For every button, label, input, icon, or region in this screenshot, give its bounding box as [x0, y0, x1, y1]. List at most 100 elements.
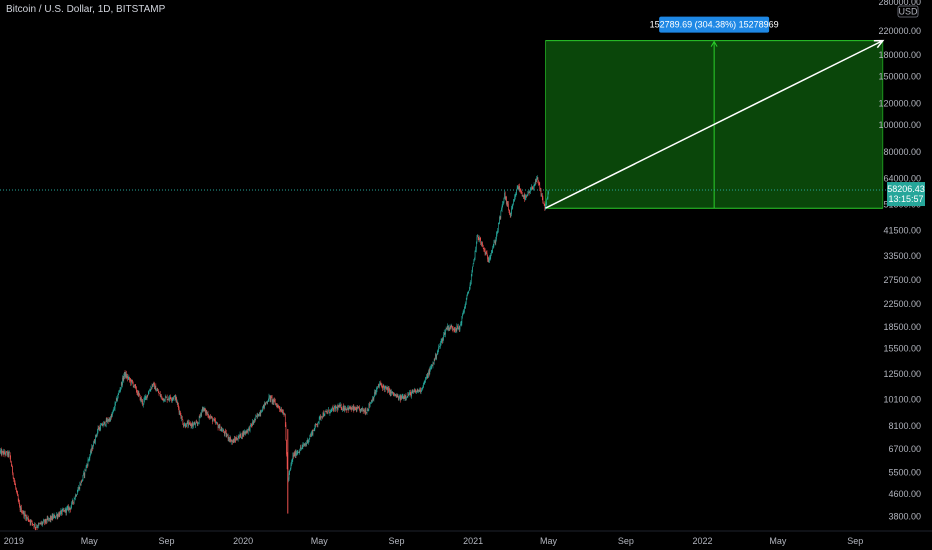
candle: [486, 252, 487, 254]
candle: [224, 431, 226, 435]
candle: [146, 396, 147, 399]
candle: [100, 425, 102, 426]
candle: [497, 230, 498, 233]
candle: [531, 186, 533, 189]
candle: [6, 452, 8, 455]
candle: [491, 250, 493, 253]
candle: [105, 424, 106, 426]
candle: [355, 409, 357, 412]
candle: [303, 444, 305, 446]
candle: [318, 421, 319, 424]
candle: [460, 323, 462, 325]
trend-line[interactable]: [545, 39, 884, 209]
candle: [129, 379, 131, 381]
candle: [528, 192, 530, 193]
candle: [514, 196, 515, 201]
candle: [383, 385, 385, 388]
candle: [4, 451, 5, 454]
candle: [44, 519, 46, 523]
candle: [126, 375, 128, 378]
candle: [389, 389, 390, 394]
candle: [387, 387, 389, 393]
candle: [411, 392, 412, 397]
candle: [334, 406, 336, 408]
candle: [95, 435, 96, 442]
candle: [426, 375, 428, 378]
candle: [148, 391, 150, 394]
candle: [265, 402, 267, 405]
candle: [304, 445, 306, 446]
candle: [107, 419, 109, 422]
candle: [26, 516, 28, 518]
candle: [519, 190, 521, 192]
candle: [331, 408, 333, 410]
candle: [243, 431, 245, 435]
x-tick-label: Sep: [618, 536, 634, 546]
candle: [455, 328, 457, 331]
candle: [536, 178, 537, 183]
candle: [27, 517, 28, 519]
candle: [79, 484, 81, 490]
candle: [176, 397, 177, 403]
candle: [58, 513, 60, 517]
candle: [126, 373, 127, 378]
candle: [459, 325, 461, 330]
candle: [66, 507, 68, 509]
candle: [3, 451, 5, 455]
candle: [472, 263, 474, 267]
currency-badge[interactable]: USD: [897, 5, 919, 18]
candle: [14, 479, 15, 483]
candle: [93, 441, 95, 443]
candle: [195, 423, 196, 426]
candle: [9, 452, 10, 454]
candle: [393, 392, 394, 395]
candle: [423, 382, 424, 388]
candle: [124, 372, 126, 377]
candle: [300, 447, 302, 449]
candle: [268, 396, 270, 402]
candle: [504, 192, 505, 198]
candle: [227, 434, 228, 436]
candle: [513, 200, 515, 202]
candle: [38, 523, 40, 525]
candle: [244, 431, 246, 433]
candle: [336, 407, 338, 408]
candle: [63, 510, 65, 511]
candle: [182, 419, 184, 425]
candle: [433, 358, 435, 364]
y-axis[interactable]: 280000.00 220000.00 180000.00 150000.00 1200…: [878, 0, 925, 522]
candle: [7, 451, 8, 455]
candle: [475, 249, 476, 251]
candle: [308, 438, 310, 441]
candle: [297, 452, 299, 454]
candle: [232, 439, 234, 442]
candle: [377, 386, 378, 389]
candle: [168, 398, 169, 400]
symbol-title[interactable]: Bitcoin / U.S. Dollar, 1D, BITSTAMP: [6, 4, 166, 15]
candle: [481, 242, 483, 244]
candle: [183, 424, 184, 427]
candle: [161, 396, 163, 399]
trend-arrow[interactable]: [545, 39, 885, 209]
candle: [69, 507, 71, 509]
candle: [515, 194, 517, 196]
candle: [477, 235, 478, 237]
candle: [401, 396, 403, 399]
candle: [494, 241, 495, 243]
candle: [547, 192, 549, 199]
measure-label-group: 152789.69 (304.38%) 15278969: [650, 16, 779, 33]
candle: [489, 257, 491, 259]
candle: [537, 177, 539, 183]
candle: [333, 407, 335, 412]
candle: [247, 430, 248, 432]
candle: [96, 434, 98, 436]
candle: [416, 389, 418, 391]
candle: [480, 239, 482, 244]
candle: [120, 387, 121, 390]
candle: [25, 515, 27, 520]
candle: [90, 450, 91, 456]
candle: [399, 395, 400, 397]
candle: [388, 388, 390, 390]
x-axis[interactable]: 2019 May Sep 2020 May Sep 2021 May Sep 2022 May Sep: [0, 530, 932, 546]
